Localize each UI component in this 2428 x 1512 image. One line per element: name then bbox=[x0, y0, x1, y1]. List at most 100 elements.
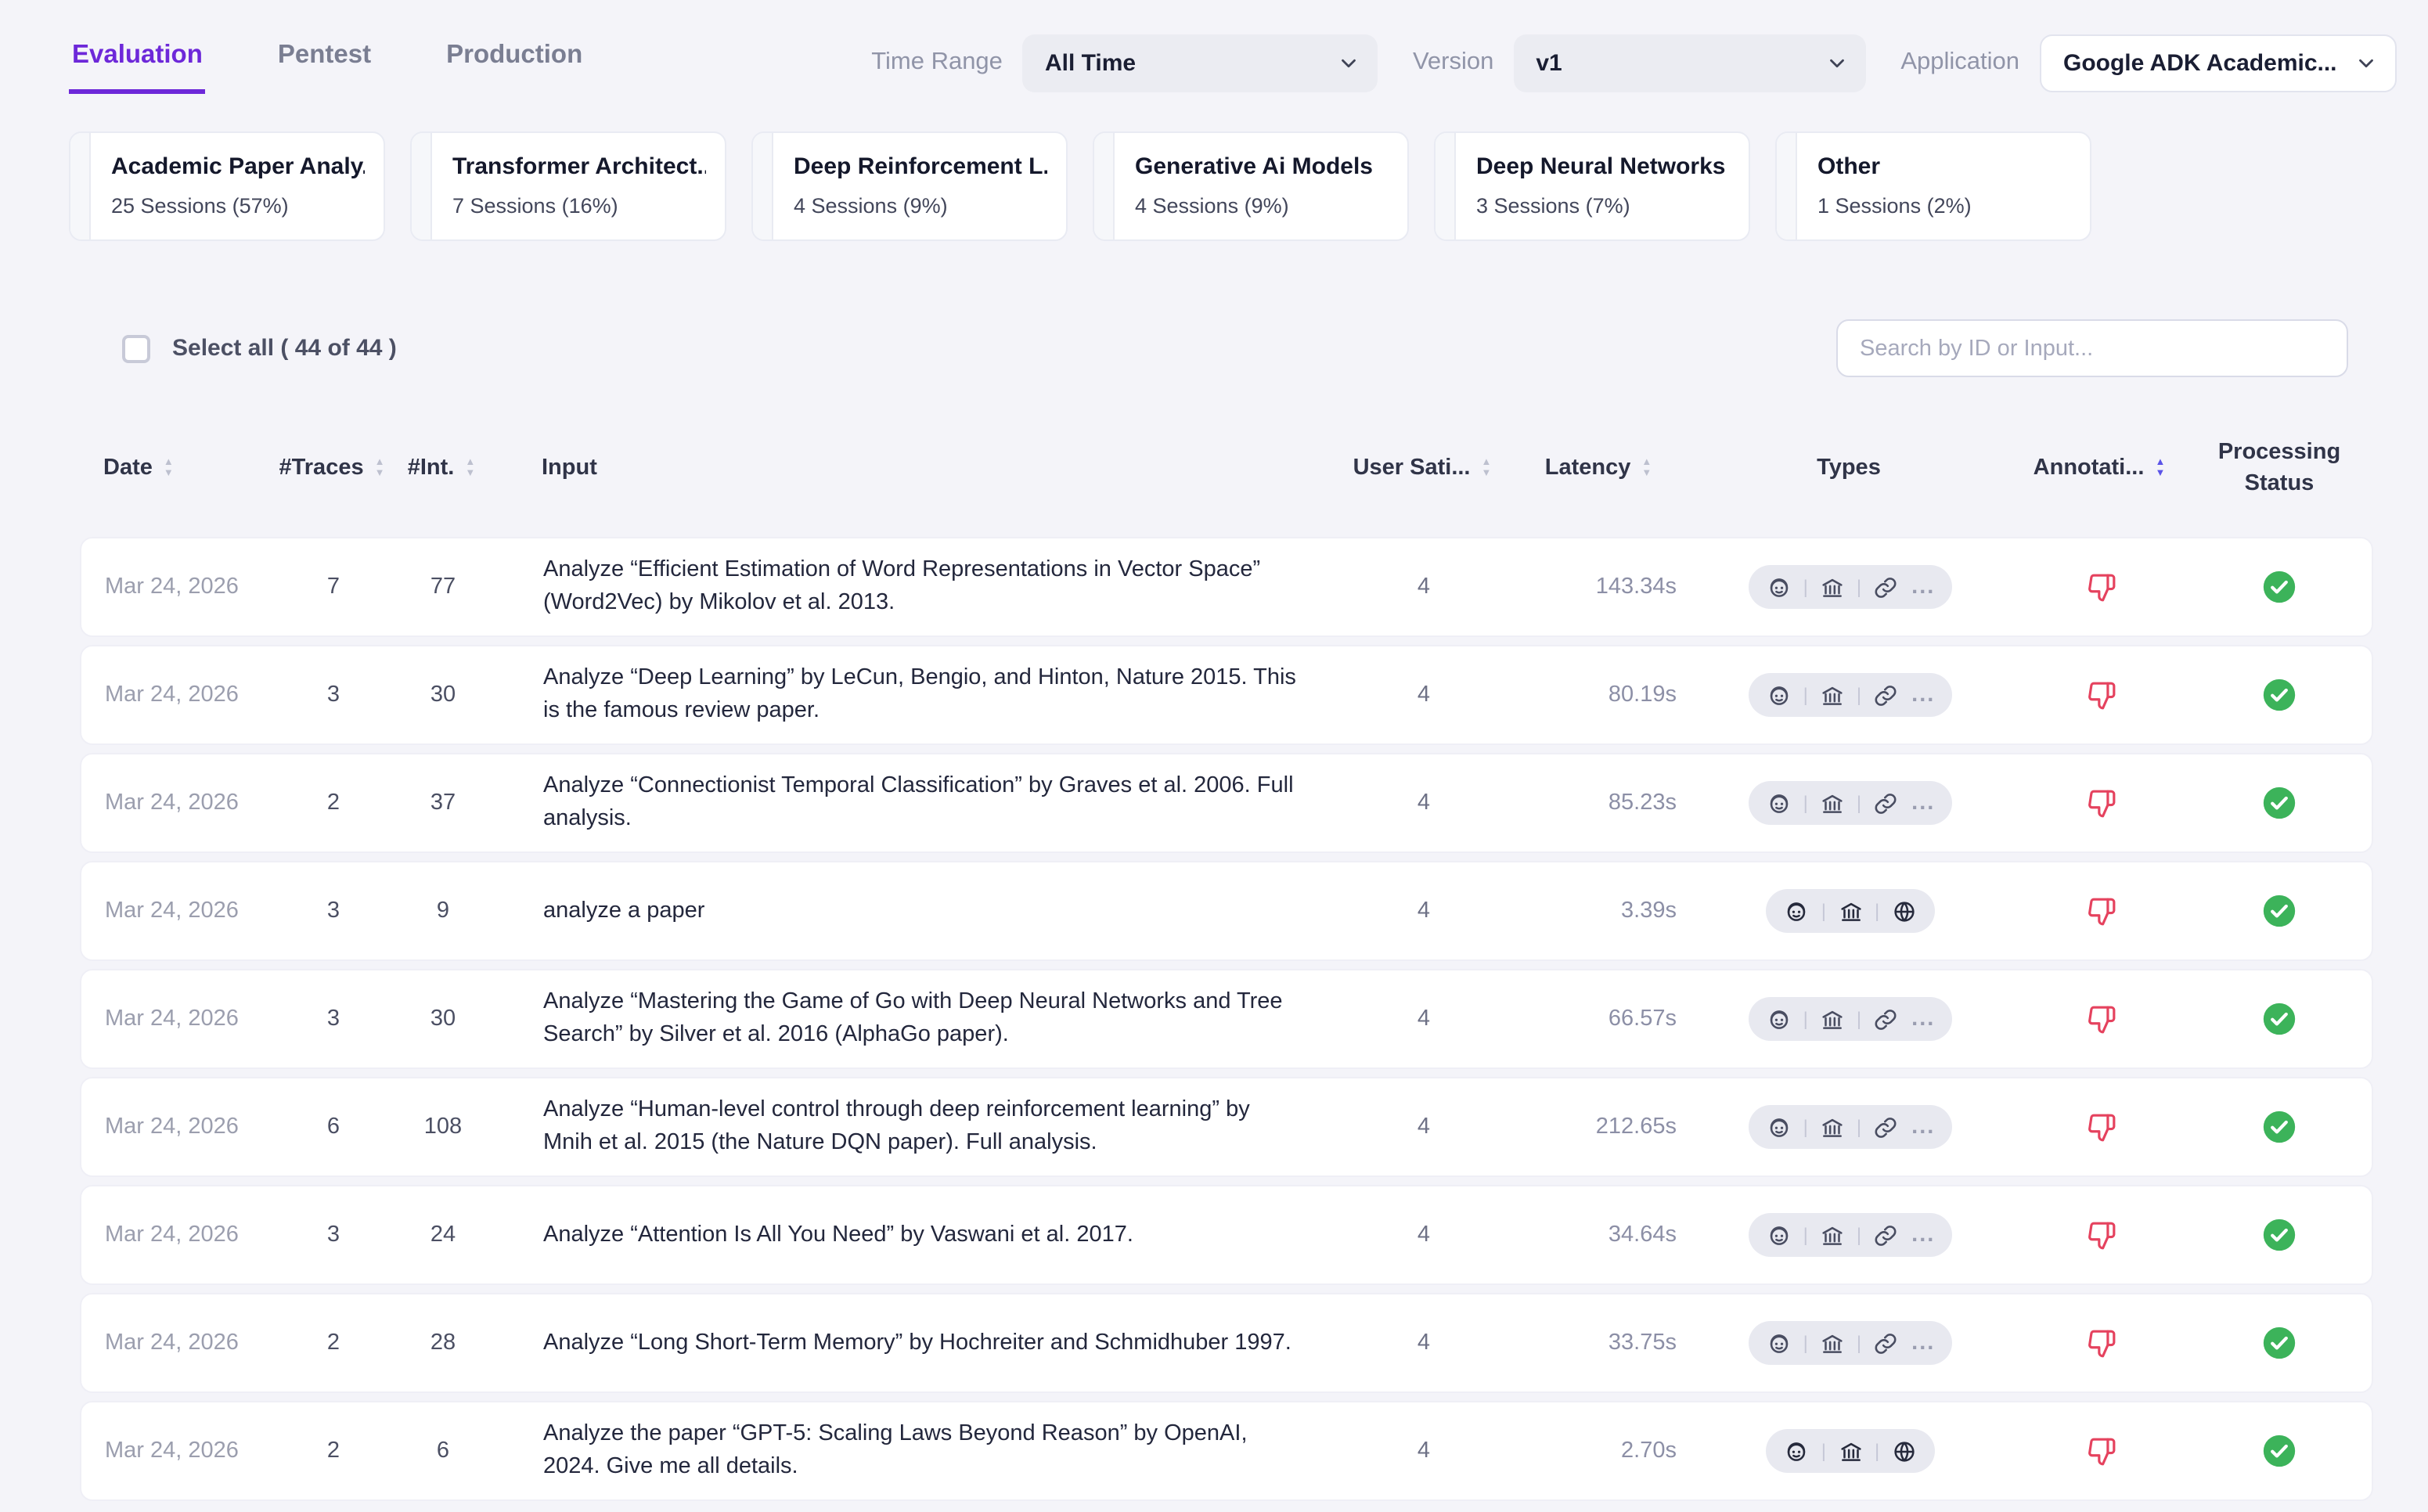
types-separator: | bbox=[1803, 1224, 1808, 1246]
row-annotations bbox=[2015, 788, 2187, 818]
thumbs-down-icon[interactable] bbox=[2086, 1004, 2116, 1034]
thumbs-down-icon[interactable] bbox=[2086, 1436, 2116, 1466]
sort-annotations-icon[interactable]: ▲ ▼ bbox=[2155, 457, 2166, 479]
table-row[interactable]: Mar 24, 2026 7 77 Analyze “Efficient Estima… bbox=[80, 537, 2373, 637]
table-row[interactable]: Mar 24, 2026 2 28 Analyze “Long Short-Term … bbox=[80, 1293, 2373, 1393]
link-icon bbox=[1872, 1114, 1899, 1140]
sort-user-satisfaction-icon[interactable]: ▲ ▼ bbox=[1481, 457, 1492, 479]
category-card-sessions: 7 Sessions (16%) bbox=[452, 194, 618, 218]
row-annotations bbox=[2015, 1004, 2187, 1034]
row-traces-count: 6 bbox=[326, 1114, 340, 1139]
version-value: v1 bbox=[1536, 49, 1562, 76]
bank-icon bbox=[1819, 1114, 1846, 1140]
row-user-satisfaction: 4 bbox=[1417, 1114, 1431, 1139]
category-card-title: Other bbox=[1817, 153, 1881, 180]
types-pill[interactable]: | | bbox=[1766, 1429, 1935, 1473]
category-card[interactable]: Generative Ai Models 4 Sessions (9%) bbox=[1093, 131, 1409, 241]
table-row[interactable]: Mar 24, 2026 3 30 Analyze “Mastering the Ga… bbox=[80, 969, 2373, 1069]
tab-production[interactable]: Production bbox=[446, 41, 583, 69]
types-pill[interactable]: | |... bbox=[1748, 997, 1953, 1041]
types-pill[interactable]: | | bbox=[1766, 889, 1935, 933]
types-pill[interactable]: | |... bbox=[1748, 673, 1953, 717]
thumbs-down-icon[interactable] bbox=[2086, 1112, 2116, 1142]
top-bar: Evaluation Pentest Production Time Range… bbox=[0, 0, 2428, 94]
table-row[interactable]: Mar 24, 2026 2 6 Analyze the paper “GPT-5: … bbox=[80, 1401, 2373, 1501]
sort-interactions-icon[interactable]: ▲ ▼ bbox=[465, 457, 476, 479]
row-input-text: Analyze “Attention Is All You Need” by V… bbox=[543, 1222, 1133, 1247]
row-date: Mar 24, 2026 bbox=[105, 1114, 239, 1139]
row-traces-count: 3 bbox=[326, 898, 340, 923]
select-all[interactable]: Select all ( 44 of 44 ) bbox=[122, 334, 397, 362]
row-input-text: Analyze “Efficient Estimation of Word Re… bbox=[543, 557, 1261, 615]
types-separator: | bbox=[1856, 1332, 1862, 1354]
row-processing-status bbox=[2187, 786, 2372, 820]
table-row[interactable]: Mar 24, 2026 6 108 Analyze “Human-level con… bbox=[80, 1077, 2373, 1177]
version-select[interactable]: v1 bbox=[1514, 34, 1867, 92]
thumbs-down-icon[interactable] bbox=[2086, 1328, 2116, 1358]
row-interactions-count: 28 bbox=[430, 1330, 456, 1355]
chevron-down-icon bbox=[1830, 58, 1845, 67]
table-row[interactable]: Mar 24, 2026 3 30 Analyze “Deep Learning” b… bbox=[80, 645, 2373, 745]
col-header-latency[interactable]: Latency ▲ ▼ bbox=[1512, 455, 1684, 481]
sort-traces-icon[interactable]: ▲ ▼ bbox=[374, 457, 385, 479]
category-card[interactable]: Other 1 Sessions (2%) bbox=[1775, 131, 2091, 241]
link-icon bbox=[1872, 790, 1899, 816]
types-pill[interactable]: | |... bbox=[1748, 1321, 1953, 1365]
col-header-annotations[interactable]: Annotati... ▲ ▼ bbox=[2013, 455, 2185, 481]
col-label-input: Input bbox=[542, 455, 597, 481]
types-separator: | bbox=[1856, 1224, 1862, 1246]
col-header-interactions[interactable]: #Int. ▲ ▼ bbox=[380, 455, 503, 481]
col-header-user-satisfaction[interactable]: User Sati... ▲ ▼ bbox=[1332, 455, 1512, 481]
types-separator: | bbox=[1856, 576, 1862, 598]
types-pill[interactable]: | |... bbox=[1748, 1105, 1953, 1149]
thumbs-down-icon[interactable] bbox=[2086, 572, 2116, 602]
row-interactions-count: 9 bbox=[436, 898, 450, 923]
types-separator: | bbox=[1821, 900, 1826, 922]
row-latency: 33.75s bbox=[1608, 1330, 1677, 1355]
types-pill[interactable]: | |... bbox=[1748, 781, 1953, 825]
category-card-title: Deep Neural Networks bbox=[1476, 153, 1726, 180]
types-pill[interactable]: | |... bbox=[1748, 1213, 1953, 1257]
col-header-traces[interactable]: #Traces ▲ ▼ bbox=[279, 455, 385, 481]
category-card[interactable]: Transformer Architect... 7 Sessions (16%) bbox=[410, 131, 726, 241]
table-row[interactable]: Mar 24, 2026 3 24 Analyze “Attention Is All… bbox=[80, 1185, 2373, 1285]
search-input[interactable] bbox=[1836, 319, 2348, 377]
row-annotations bbox=[2015, 1436, 2187, 1466]
col-label-interactions: #Int. bbox=[407, 455, 455, 481]
sort-date-icon[interactable]: ▲ ▼ bbox=[163, 457, 174, 479]
application-value: Google ADK Academic... bbox=[2063, 49, 2337, 76]
col-header-date[interactable]: Date ▲ ▼ bbox=[80, 455, 283, 481]
row-user-satisfaction: 4 bbox=[1417, 790, 1431, 815]
thumbs-down-icon[interactable] bbox=[2086, 1220, 2116, 1250]
row-types: | |... bbox=[1686, 673, 2015, 717]
row-processing-status bbox=[2187, 570, 2372, 604]
row-interactions-count: 108 bbox=[423, 1114, 463, 1139]
row-date: Mar 24, 2026 bbox=[105, 790, 239, 815]
category-card-sessions: 25 Sessions (57%) bbox=[111, 194, 289, 218]
types-pill[interactable]: | |... bbox=[1748, 565, 1953, 609]
category-card[interactable]: Deep Reinforcement L... 4 Sessions (9%) bbox=[751, 131, 1068, 241]
row-traces-count: 2 bbox=[326, 790, 340, 815]
thumbs-down-icon[interactable] bbox=[2086, 896, 2116, 926]
category-card[interactable]: Deep Neural Networks 3 Sessions (7%) bbox=[1434, 131, 1750, 241]
sort-latency-icon[interactable]: ▲ ▼ bbox=[1641, 457, 1652, 479]
thumbs-down-icon[interactable] bbox=[2086, 788, 2116, 818]
row-date: Mar 24, 2026 bbox=[105, 898, 239, 923]
category-card[interactable]: Academic Paper Analy... 25 Sessions (57%) bbox=[69, 131, 385, 241]
row-types: | |... bbox=[1686, 781, 2015, 825]
application-select[interactable]: Google ADK Academic... bbox=[2040, 34, 2397, 92]
table-row[interactable]: Mar 24, 2026 3 9 analyze a paper 4 3.39s | | bbox=[80, 861, 2373, 961]
time-range-select[interactable]: All Time bbox=[1022, 34, 1378, 92]
agent-icon bbox=[1766, 1006, 1792, 1032]
row-interactions-count: 30 bbox=[430, 1006, 456, 1031]
select-all-checkbox[interactable] bbox=[122, 334, 150, 362]
tab-evaluation[interactable]: Evaluation bbox=[69, 31, 206, 94]
application-label: Application bbox=[1900, 49, 2019, 75]
row-input-text: analyze a paper bbox=[543, 898, 705, 923]
bank-icon bbox=[1837, 898, 1864, 924]
link-icon bbox=[1872, 1006, 1899, 1032]
thumbs-down-icon[interactable] bbox=[2086, 680, 2116, 710]
tab-pentest[interactable]: Pentest bbox=[277, 41, 372, 69]
row-processing-status bbox=[2187, 678, 2372, 712]
table-row[interactable]: Mar 24, 2026 2 37 Analyze “Connectionist Te… bbox=[80, 753, 2373, 853]
